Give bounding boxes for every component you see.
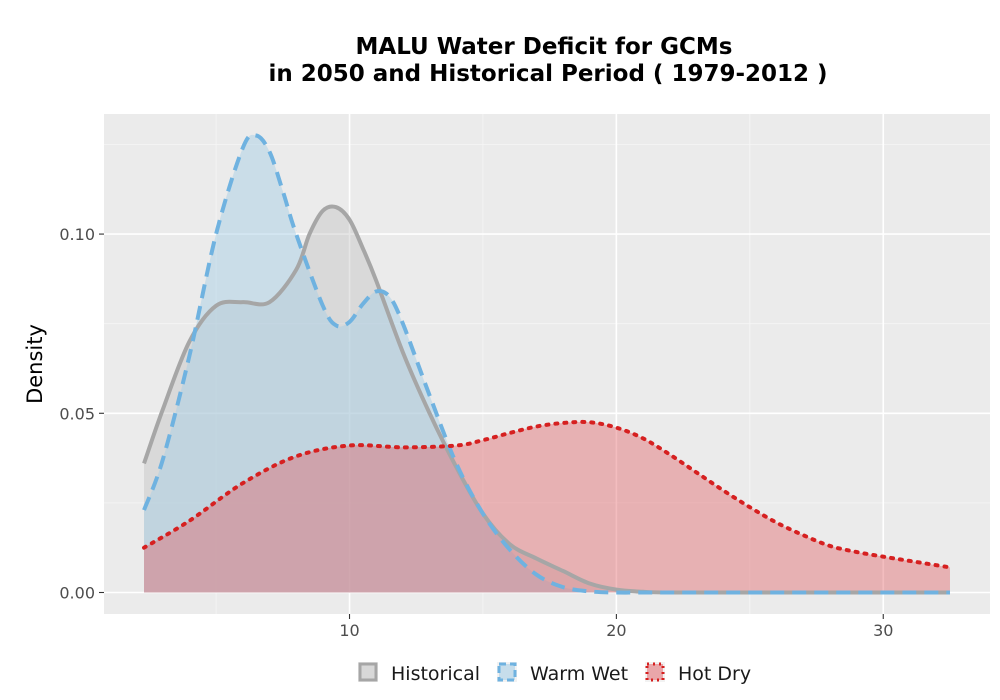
- warm-wet-line: [142, 132, 950, 595]
- legend-label-hot-dry: Hot Dry: [678, 663, 751, 685]
- legend-key-swatch: [497, 662, 517, 682]
- density-areas: [144, 134, 950, 593]
- warm-wet-area: [144, 134, 950, 593]
- x-tick-label: 20: [606, 621, 626, 640]
- y-tick-label: 0.05: [59, 404, 95, 423]
- legend-key-swatch: [645, 662, 665, 682]
- x-tick-label: 10: [339, 621, 359, 640]
- x-axis: 10 20 30: [339, 614, 893, 640]
- legend-key-warm-wet: [497, 662, 517, 682]
- x-tick-label: 30: [873, 621, 893, 640]
- legend-label-historical: Historical: [391, 663, 480, 685]
- chart-title-group: MALU Water Deficit for GCMs in 2050 and …: [268, 34, 827, 87]
- hot-dry-area: [144, 421, 950, 593]
- density-lines: [142, 132, 952, 595]
- legend-key-historical: [358, 662, 378, 682]
- legend-label-warm-wet: Warm Wet: [530, 663, 628, 685]
- hot-dry-line: [142, 419, 952, 570]
- y-axis-title: Density: [23, 324, 47, 404]
- y-tick-label: 0.10: [59, 225, 95, 244]
- legend-key-hot-dry: [645, 662, 665, 682]
- legend: Historical Warm Wet Hot Dry: [358, 662, 751, 685]
- y-axis: 0.00 0.05 0.10: [59, 225, 104, 602]
- chart-title: MALU Water Deficit for GCMs: [356, 34, 733, 60]
- legend-key-swatch: [358, 662, 378, 682]
- y-tick-label: 0.00: [59, 583, 95, 602]
- chart-subtitle: in 2050 and Historical Period ( 1979-201…: [268, 61, 827, 87]
